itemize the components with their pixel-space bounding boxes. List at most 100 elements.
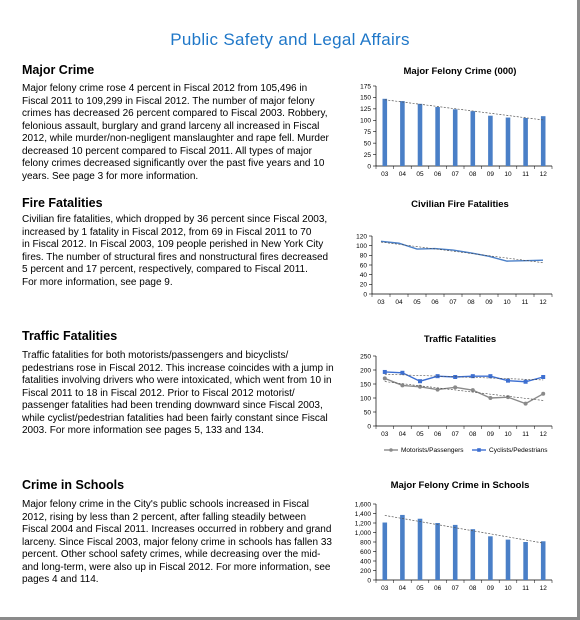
fire-ytick-label: 40 xyxy=(360,272,368,279)
major-crime-xtick-label: 04 xyxy=(399,171,407,178)
school-crime-xtick-label: 07 xyxy=(452,585,460,592)
traffic-ytick-label: 50 xyxy=(364,409,372,416)
school-crime-bar xyxy=(417,518,423,580)
traffic-legend-label: Motorists/Passengers xyxy=(401,447,464,454)
school-crime-bar xyxy=(435,523,440,580)
fire-ytick-label: 100 xyxy=(356,243,367,250)
traffic-ytick-label: 250 xyxy=(360,353,371,360)
major-crime-ytick-label: 150 xyxy=(360,95,371,102)
school-crime-bar xyxy=(488,536,493,580)
school-crime-xtick-label: 06 xyxy=(434,585,442,592)
school-crime-xtick-label: 10 xyxy=(504,585,512,592)
school-crime-xtick-label: 05 xyxy=(416,585,424,592)
major-crime-xtick-label: 08 xyxy=(469,171,477,178)
major-crime-bar xyxy=(382,98,388,166)
school-crime-bar xyxy=(505,539,511,580)
major-crime-bar xyxy=(505,117,511,166)
chart-traffic-fatalities: 0 50 100 150 200 250 03 04 05 06 07 08 09 10 11 12 Motor… xyxy=(360,353,553,454)
major-crime-bar xyxy=(488,115,493,166)
chart-major-felony-crime: 0 25 50 75 100 125 150 175 03 04 05 06 07 08 09 10 11 12 xyxy=(360,83,553,178)
traffic-series-line xyxy=(384,371,544,383)
fire-xtick-label: 06 xyxy=(431,299,439,306)
section-text-crime-in-schools: Major felony crime in the City's public … xyxy=(22,499,332,585)
traffic-point xyxy=(435,387,440,392)
school-crime-ytick-label: 1,000 xyxy=(355,530,372,537)
school-crime-ytick-label: 400 xyxy=(360,558,371,565)
traffic-point xyxy=(470,374,475,379)
school-crime-ytick-label: 1,600 xyxy=(355,501,372,508)
major-crime-ytick-label: 75 xyxy=(364,129,372,136)
major-crime-bar xyxy=(452,109,458,166)
school-crime-ytick-label: 1,400 xyxy=(355,511,372,518)
chart-title-civilian-fire-fatalities: Civilian Fire Fatalities xyxy=(411,199,509,210)
fire-ytick-label: 0 xyxy=(363,291,367,298)
traffic-xtick-label: 10 xyxy=(504,431,512,438)
school-crime-ytick-label: 1,200 xyxy=(355,520,372,527)
section-text-major-crime: Major felony crime rose 4 percent in Fis… xyxy=(22,83,329,182)
traffic-point xyxy=(488,396,493,400)
traffic-point xyxy=(541,375,546,379)
chart-title-major-felony-crime: Major Felony Crime (000) xyxy=(403,66,517,77)
fire-xtick-label: 11 xyxy=(522,299,529,306)
school-crime-xtick-label: 04 xyxy=(399,585,407,592)
major-crime-ytick-label: 0 xyxy=(367,163,371,170)
major-crime-bar xyxy=(417,103,423,166)
chart-civilian-fire-fatalities: 0 20 40 60 80 100 120 03 04 05 06 07 08 09 10 11 12 xyxy=(356,233,553,306)
section-text-fire-fatalities: Civilian fire fatalities, which dropped … xyxy=(22,214,329,288)
traffic-xtick-label: 12 xyxy=(540,431,548,438)
chart-title-traffic-fatalities: Traffic Fatalities xyxy=(423,334,497,345)
fire-xtick-label: 03 xyxy=(377,299,385,306)
traffic-point xyxy=(506,378,510,383)
major-crime-ytick-label: 125 xyxy=(360,106,371,113)
fire-ytick-label: 120 xyxy=(356,233,367,240)
major-crime-bar xyxy=(523,118,528,166)
school-crime-bar xyxy=(400,514,405,580)
fire-series-line xyxy=(380,240,544,262)
school-crime-bar xyxy=(452,524,458,580)
traffic-ytick-label: 200 xyxy=(360,367,371,374)
traffic-xtick-label: 08 xyxy=(469,431,477,438)
major-crime-bar xyxy=(400,101,405,166)
traffic-xtick-label: 09 xyxy=(487,431,495,438)
traffic-trendline xyxy=(384,373,544,381)
fire-xtick-label: 10 xyxy=(503,299,511,306)
school-crime-bar xyxy=(523,542,528,580)
fire-ytick-label: 80 xyxy=(360,253,368,260)
traffic-point xyxy=(541,391,546,396)
traffic-xtick-label: 11 xyxy=(522,431,529,438)
major-crime-ytick-label: 25 xyxy=(364,152,372,159)
major-crime-xtick-label: 11 xyxy=(522,171,529,178)
traffic-point xyxy=(470,388,475,393)
school-crime-ytick-label: 200 xyxy=(360,568,371,575)
fire-ytick-label: 20 xyxy=(360,282,368,289)
school-crime-xtick-label: 08 xyxy=(469,585,477,592)
school-crime-ytick-label: 600 xyxy=(360,549,371,556)
major-crime-xtick-label: 09 xyxy=(487,171,495,178)
school-crime-xtick-label: 09 xyxy=(487,585,495,592)
fire-xtick-label: 05 xyxy=(413,299,421,306)
school-crime-xtick-label: 03 xyxy=(381,585,389,592)
school-crime-bar xyxy=(540,541,546,580)
school-crime-bar xyxy=(470,529,476,580)
traffic-xtick-label: 06 xyxy=(434,431,442,438)
traffic-point xyxy=(488,374,493,379)
major-crime-bar xyxy=(540,116,546,166)
section-heading-crime-in-schools: Crime in Schools xyxy=(22,478,125,492)
traffic-point xyxy=(382,376,387,381)
fire-trendline xyxy=(380,241,544,263)
traffic-ytick-label: 100 xyxy=(360,395,371,402)
traffic-point xyxy=(506,395,510,400)
major-crime-xtick-label: 10 xyxy=(504,171,512,178)
traffic-point xyxy=(523,379,528,384)
major-crime-ytick-label: 175 xyxy=(360,83,371,90)
fire-xtick-label: 09 xyxy=(485,299,493,306)
traffic-point xyxy=(418,384,422,389)
major-crime-xtick-label: 05 xyxy=(416,171,424,178)
traffic-ytick-label: 150 xyxy=(360,381,371,388)
fire-xtick-label: 04 xyxy=(395,299,403,306)
school-crime-bar xyxy=(382,522,388,580)
fire-ytick-label: 60 xyxy=(360,262,368,269)
school-crime-trendline xyxy=(384,515,544,544)
section-heading-major-crime: Major Crime xyxy=(22,63,95,77)
